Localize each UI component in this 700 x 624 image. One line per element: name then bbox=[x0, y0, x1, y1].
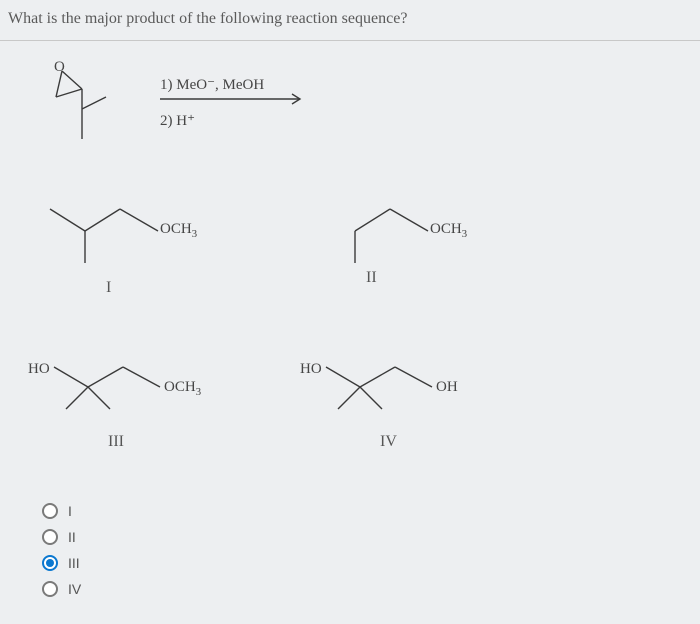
step1-text: 1) MeO⁻, MeOH bbox=[160, 77, 264, 93]
radio-II[interactable] bbox=[42, 529, 58, 545]
structure-IV: HO OH IV bbox=[300, 341, 520, 436]
structure-I-group: OCH3 bbox=[160, 221, 197, 240]
option-label-III: III bbox=[68, 555, 80, 571]
label-IV: IV bbox=[380, 433, 397, 451]
option-label-II: II bbox=[68, 529, 76, 545]
starting-material: O bbox=[40, 61, 120, 166]
option-IV[interactable]: IV bbox=[42, 581, 81, 597]
option-III[interactable]: III bbox=[42, 555, 81, 571]
structure-III-ho: HO bbox=[28, 361, 50, 378]
reaction-step1: 1) MeO⁻, MeOH bbox=[160, 75, 310, 94]
option-label-I: I bbox=[68, 503, 72, 519]
structure-III-group: OCH3 bbox=[164, 379, 201, 398]
option-label-IV: IV bbox=[68, 581, 81, 597]
och3-sub: 3 bbox=[196, 386, 202, 398]
structure-IV-ho: HO bbox=[300, 361, 322, 378]
option-II[interactable]: II bbox=[42, 529, 81, 545]
step2-text: 2) H⁺ bbox=[160, 113, 195, 129]
och2-sub: 3 bbox=[462, 228, 468, 240]
reaction-conditions: 1) MeO⁻, MeOH 2) H⁺ bbox=[160, 75, 310, 130]
label-II: II bbox=[366, 269, 377, 287]
question-bar: What is the major product of the followi… bbox=[0, 0, 700, 41]
radio-III[interactable] bbox=[42, 555, 58, 571]
structure-III: HO OCH3 III bbox=[28, 341, 248, 436]
label-I: I bbox=[106, 279, 111, 297]
structure-IV-group: OH bbox=[436, 379, 458, 396]
answer-options: I II III IV bbox=[42, 503, 81, 607]
och3-text: OCH bbox=[164, 379, 196, 395]
content-area: O 1) MeO⁻, MeOH 2) H⁺ OCH3 I bbox=[0, 41, 700, 601]
radio-I[interactable] bbox=[42, 503, 58, 519]
structure-II-group: OCH3 bbox=[430, 221, 467, 240]
radio-IV[interactable] bbox=[42, 581, 58, 597]
reaction-arrow bbox=[160, 96, 310, 110]
och2-text: OCH bbox=[430, 221, 462, 237]
question-text: What is the major product of the followi… bbox=[8, 10, 692, 28]
och-text: OCH bbox=[160, 221, 192, 237]
svg-text:O: O bbox=[54, 59, 65, 75]
och-sub: 3 bbox=[192, 228, 198, 240]
structure-II: OCH3 II bbox=[310, 191, 480, 276]
label-III: III bbox=[108, 433, 124, 451]
option-I[interactable]: I bbox=[42, 503, 81, 519]
structure-I: OCH3 I bbox=[40, 191, 210, 276]
reaction-step2: 2) H⁺ bbox=[160, 111, 310, 130]
